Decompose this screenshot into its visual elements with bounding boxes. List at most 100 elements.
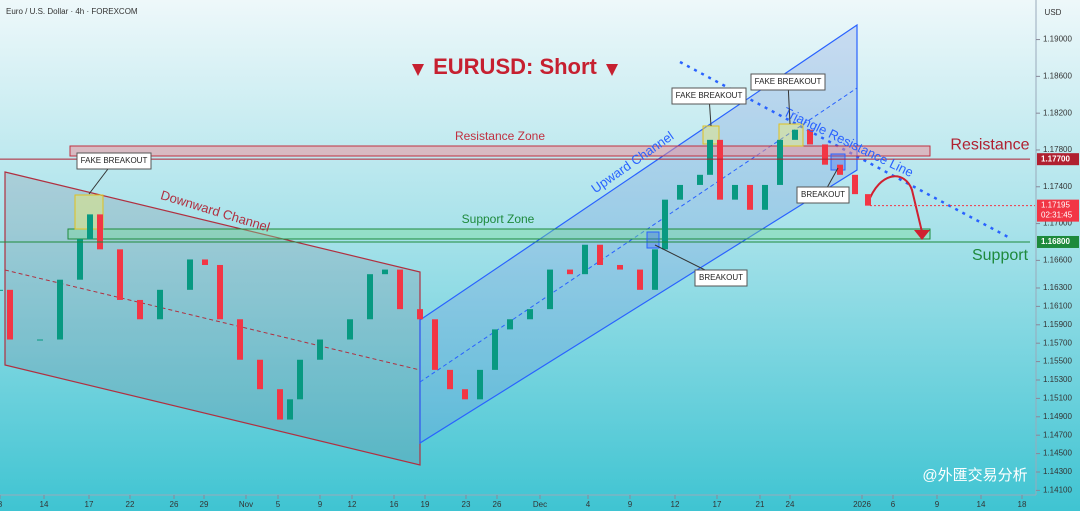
y-tick-label: 1.14300	[1043, 467, 1072, 476]
x-tick-label: 29	[200, 500, 209, 509]
candle	[822, 144, 828, 165]
annotation: FAKE BREAKOUT	[676, 91, 743, 100]
x-tick-label: 12	[348, 500, 357, 509]
level-label: 1.16800	[1041, 237, 1070, 246]
callout-box	[750, 73, 826, 91]
candle	[417, 309, 423, 320]
x-tick-label: 19	[421, 500, 430, 509]
channel-mid	[4, 269, 421, 371]
candle	[852, 174, 858, 195]
annotation: Resistance Zone	[455, 129, 545, 143]
x-tick-label: Nov	[239, 500, 253, 509]
candle	[677, 184, 683, 200]
x-tick-label: 5	[276, 500, 281, 509]
x-tick-label: 23	[462, 500, 471, 509]
x-tick-label: 16	[390, 500, 399, 509]
annotation: Support Zone	[462, 212, 535, 226]
candle	[432, 319, 438, 370]
callout-box	[694, 269, 748, 287]
y-tick-label: 1.19000	[1043, 35, 1072, 44]
candle	[637, 269, 643, 290]
x-tick-label: 21	[756, 500, 765, 509]
fake-breakout-box	[778, 123, 804, 147]
upward-channel	[419, 23, 858, 445]
x-tick-label: 14	[40, 500, 49, 509]
candle	[732, 184, 738, 200]
candle	[347, 319, 353, 340]
x-tick-label: 18	[1018, 500, 1027, 509]
x-tick-label: 17	[713, 500, 722, 509]
callout-box	[671, 87, 747, 105]
level-tag	[1037, 153, 1079, 166]
candle	[717, 139, 723, 200]
candle	[237, 319, 243, 360]
annotation: FAKE BREAKOUT	[81, 156, 148, 165]
candle	[77, 239, 83, 280]
candle	[137, 299, 143, 320]
x-tick-label: 4	[586, 500, 591, 509]
x-tick-label: 14	[977, 500, 986, 509]
callout-box	[796, 186, 850, 204]
candle	[792, 129, 798, 140]
y-tick-label: 1.17400	[1043, 182, 1072, 191]
x-tick-label: 8	[0, 500, 3, 509]
candle	[747, 184, 753, 210]
y-tick-label: 1.14500	[1043, 449, 1072, 458]
level-name: Support	[972, 247, 1029, 264]
watermark: @外匯交易分析	[922, 466, 1027, 484]
level-label: 1.17700	[1041, 154, 1070, 163]
candle	[382, 269, 388, 275]
annotation: BREAKOUT	[699, 273, 743, 282]
y-tick-label: 1.15300	[1043, 375, 1072, 384]
y-tick-label: 1.17800	[1043, 145, 1072, 154]
x-tick-label: Dec	[533, 500, 547, 509]
annotation: BREAKOUT	[801, 190, 845, 199]
y-tick-label: 1.17000	[1043, 219, 1072, 228]
candle	[157, 289, 163, 320]
y-tick-label: 1.16600	[1043, 255, 1072, 264]
candle	[187, 259, 193, 290]
y-tick-label: 1.15900	[1043, 320, 1072, 329]
candle	[37, 339, 43, 341]
y-tick-label: 1.14700	[1043, 430, 1072, 439]
candle	[837, 164, 843, 175]
x-tick-label: 26	[170, 500, 179, 509]
support-zone	[67, 228, 931, 240]
candle	[287, 399, 293, 420]
candle	[652, 249, 658, 290]
subtitle: Euro / U.S. Dollar · 4h · FOREXCOM	[6, 7, 138, 16]
last-price-tag	[1037, 199, 1079, 222]
breakout-box	[646, 231, 660, 249]
x-tick-label: 22	[126, 500, 135, 509]
candle	[777, 139, 783, 185]
candle	[257, 359, 263, 390]
candle	[707, 139, 713, 175]
projection	[867, 175, 923, 233]
candle	[582, 244, 588, 275]
annotation: FAKE BREAKOUT	[755, 77, 822, 86]
y-tick-label: 1.15700	[1043, 338, 1072, 347]
candle	[117, 249, 123, 300]
candle	[807, 129, 813, 145]
y-tick-label: 1.16300	[1043, 283, 1072, 292]
candle	[762, 184, 768, 210]
candle	[0, 289, 3, 291]
candle	[447, 369, 453, 390]
candle	[367, 274, 373, 320]
candle	[477, 369, 483, 400]
y-tick-label: 1.18600	[1043, 71, 1072, 80]
candle	[202, 259, 208, 265]
candle	[617, 264, 623, 270]
x-tick-label: 26	[493, 500, 502, 509]
candle	[507, 319, 513, 330]
y-tick-label: 1.16100	[1043, 301, 1072, 310]
x-tick-label: 9	[318, 500, 323, 509]
arrow-icon	[412, 64, 424, 76]
x-tick-label: 2026	[853, 500, 871, 509]
candle	[297, 359, 303, 400]
candle	[597, 244, 603, 265]
x-tick-label: 6	[891, 500, 896, 509]
candle	[662, 199, 668, 250]
